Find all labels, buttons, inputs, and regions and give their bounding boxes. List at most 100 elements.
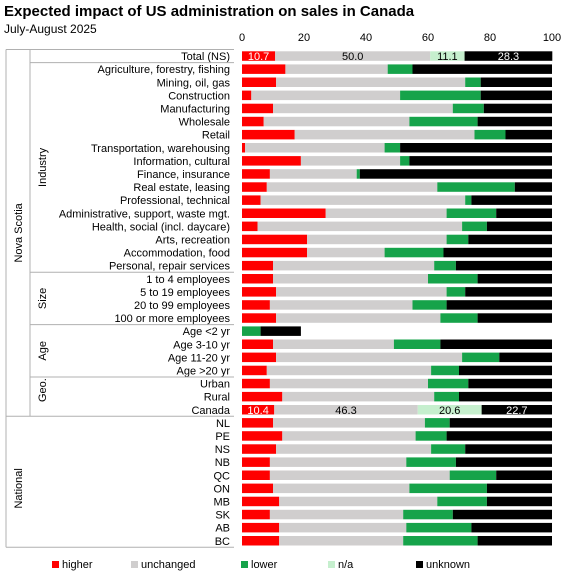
- bar-segment-unchanged: [276, 287, 447, 297]
- chart-subtitle: July-August 2025: [4, 22, 97, 36]
- bar-segment-unknown: [477, 313, 552, 323]
- bar-segment-higher: [242, 169, 270, 179]
- row-label: Finance, insurance: [137, 169, 230, 181]
- bar-segment-higher: [242, 431, 283, 441]
- x-tick-label: 60: [422, 32, 434, 44]
- data-label: 50.0: [342, 51, 363, 63]
- row-label: 1 to 4 employees: [146, 274, 230, 286]
- legend-label: n/a: [338, 559, 354, 571]
- bar-segment-unchanged: [307, 247, 385, 258]
- row-label: Administrative, support, waste mgt.: [59, 208, 230, 220]
- bar-segment-lower: [452, 103, 484, 114]
- bar-segment-unknown: [471, 195, 552, 205]
- bar-segment-unknown: [455, 260, 552, 271]
- bar-segment-lower: [449, 470, 497, 480]
- row-label: NL: [216, 418, 230, 430]
- bar-segment-unchanged: [273, 274, 428, 284]
- bar-segment-lower: [440, 313, 478, 323]
- bar-segment-unchanged: [273, 418, 425, 428]
- bar-segment-lower: [462, 352, 500, 363]
- group-label: Nova Scotia: [13, 202, 25, 262]
- row-label: Manufacturing: [160, 103, 230, 115]
- bar-segment-lower: [446, 234, 469, 245]
- bar-segment-unknown: [468, 234, 552, 245]
- bar-segment-higher: [242, 536, 280, 546]
- bar-segment-higher: [242, 221, 258, 232]
- bar-segment-lower: [446, 287, 466, 297]
- bar-segment-unchanged: [279, 522, 407, 533]
- legend-swatch: [52, 561, 59, 568]
- bar-segment-unknown: [455, 457, 552, 467]
- bar-segment-lower: [446, 208, 497, 218]
- bar-segment-unknown: [496, 208, 552, 218]
- bar-segment-unknown: [486, 483, 552, 494]
- bar-segment-higher: [242, 234, 308, 245]
- bar-segment-lower: [412, 300, 447, 310]
- bar-segment-unchanged: [307, 234, 447, 245]
- bar-segment-higher: [242, 483, 273, 494]
- bar-segment-unchanged: [260, 195, 466, 205]
- bar-segment-lower: [384, 143, 401, 153]
- bar-segment-unknown: [400, 143, 552, 153]
- bar-segment-unchanged: [285, 64, 388, 74]
- row-label: Accommodation, food: [124, 248, 230, 260]
- bar-segment-lower: [428, 378, 469, 389]
- bar-segment-unknown: [483, 103, 552, 114]
- x-tick-label: 40: [360, 32, 372, 44]
- bar-segment-unchanged: [325, 208, 447, 218]
- subgroup-label: Age: [37, 341, 49, 361]
- bar-segment-unchanged: [269, 169, 357, 179]
- bar-segment-unchanged: [279, 536, 404, 546]
- bar-segment-unknown: [477, 536, 552, 546]
- bar-segment-lower: [424, 418, 450, 428]
- row-label: BC: [215, 536, 230, 548]
- row-label: Age 3-10 yr: [173, 339, 230, 351]
- bar-segment-unknown: [465, 444, 552, 454]
- bar-segment-unchanged: [273, 260, 435, 271]
- bar-segment-unchanged: [251, 90, 401, 101]
- bar-segment-unknown: [486, 496, 552, 507]
- row-label: Urban: [200, 379, 230, 391]
- bar-segment-na: [430, 51, 465, 61]
- bar-segment-unchanged: [245, 143, 385, 153]
- bar-segment-unchanged: [263, 116, 410, 127]
- bar-segment-unchanged: [269, 470, 450, 480]
- bar-segment-lower: [406, 457, 456, 467]
- legend-label: lower: [251, 559, 278, 571]
- bar-segment-unchanged: [266, 182, 438, 192]
- bar-segment-unknown: [459, 391, 552, 402]
- bar-segment-unknown: [481, 405, 552, 415]
- bar-segment-higher: [242, 77, 277, 87]
- data-label: 46.3: [335, 405, 356, 417]
- row-label: Wholesale: [179, 117, 230, 129]
- bar-segment-higher: [242, 274, 273, 284]
- legend-swatch: [131, 561, 138, 568]
- data-label: 11.1: [437, 51, 458, 63]
- bar-segment-unchanged: [273, 103, 453, 114]
- bar-segment-unknown: [409, 156, 552, 166]
- row-label: MB: [214, 496, 231, 508]
- bar-segment-unchanged: [282, 431, 416, 441]
- bar-segment-unchanged: [266, 365, 432, 376]
- bar-segment-higher: [242, 260, 273, 271]
- bar-segment-higher: [242, 418, 273, 428]
- bar-segment-lower: [428, 274, 478, 284]
- bar-segment-higher: [242, 287, 277, 297]
- bar-segment-unchanged: [269, 457, 407, 467]
- bar-segment-higher: [242, 352, 277, 363]
- bar-segment-unknown: [465, 287, 552, 297]
- bar-segment-unknown: [449, 418, 552, 428]
- bar-segment-lower: [462, 221, 487, 232]
- bar-segment-unchanged: [275, 51, 431, 61]
- bar-segment-higher: [242, 156, 301, 166]
- row-label: Transportation, warehousing: [91, 143, 230, 155]
- data-label: 10.7: [248, 51, 269, 63]
- bar-segment-higher: [242, 457, 270, 467]
- bar-segment-lower: [474, 129, 506, 140]
- bar-segment-unknown: [471, 522, 552, 533]
- legend-swatch: [416, 561, 423, 568]
- subgroup-label: Geo.: [37, 378, 49, 402]
- bar-segment-unknown: [477, 116, 552, 127]
- bar-segment-higher: [242, 129, 295, 140]
- bar-segment-higher: [242, 509, 270, 520]
